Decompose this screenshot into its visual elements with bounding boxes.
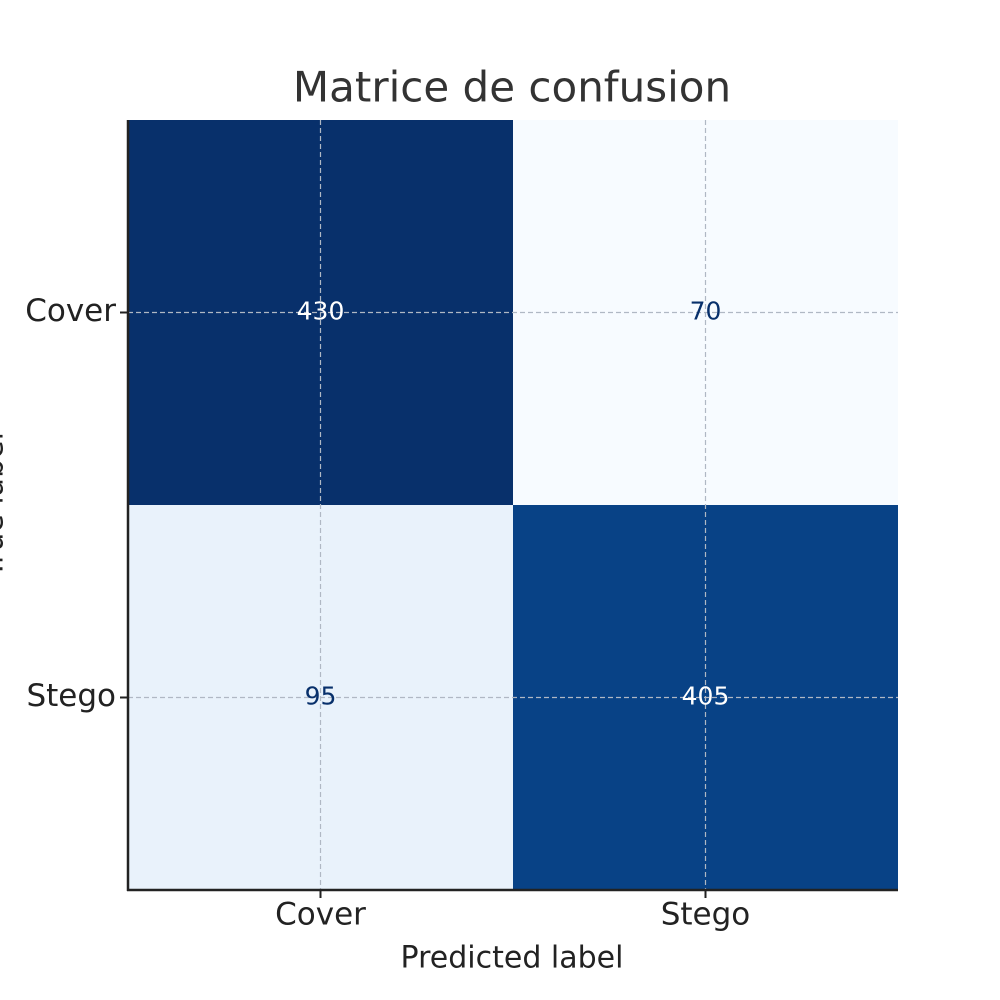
x-tick-label: Cover: [275, 897, 366, 933]
chart-title: Matrice de confusion: [293, 63, 731, 112]
x-axis-label: Predicted label: [401, 941, 624, 976]
y-tick-label: Cover: [25, 293, 116, 329]
value-label: 430: [297, 297, 345, 326]
y-tick-label: Stego: [26, 678, 116, 714]
value-label: 70: [690, 297, 722, 326]
x-tick-label: Stego: [661, 897, 751, 933]
value-label: 405: [682, 682, 730, 711]
value-label: 95: [305, 682, 337, 711]
y-axis-label: True label: [0, 432, 11, 579]
